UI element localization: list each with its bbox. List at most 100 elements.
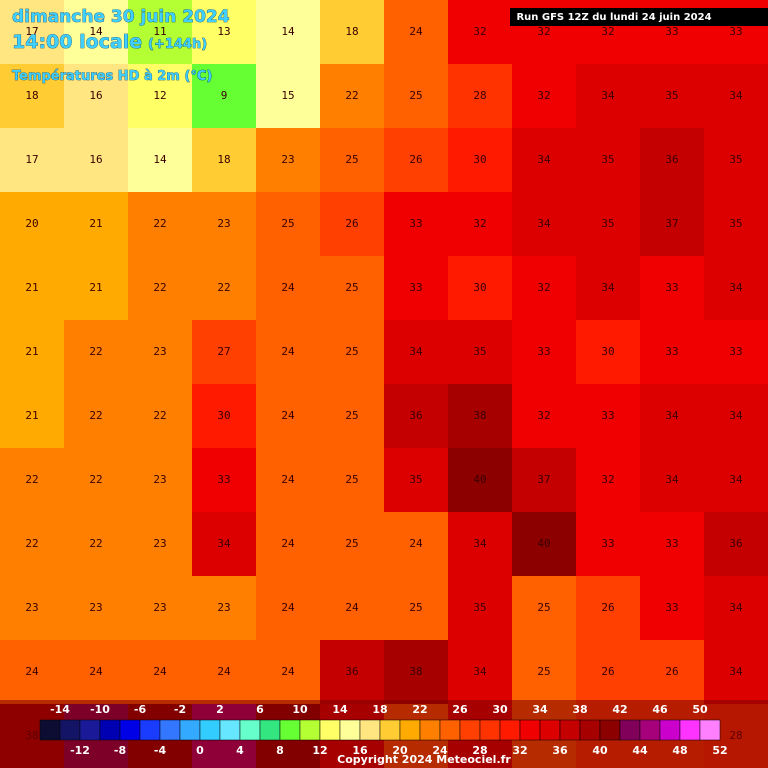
temp-cell [512,64,577,129]
temp-label: 23 [153,537,166,550]
scale-label-bottom: 12 [312,744,327,757]
temp-label: 9 [221,89,228,102]
temp-label: 34 [217,537,231,550]
scale-label-bottom: -12 [70,744,90,757]
scale-label-top: 38 [572,703,587,716]
temp-cell [320,576,385,641]
temp-label: 35 [665,89,678,102]
temp-cell [192,192,257,257]
temp-label: 14 [153,153,167,166]
scale-label-bottom: 44 [632,744,648,757]
temp-label: 25 [345,153,358,166]
temp-label: 37 [537,473,550,486]
temp-cell [192,576,257,641]
temp-label: 35 [409,473,422,486]
temp-label: 18 [25,89,38,102]
temp-label: 27 [217,345,230,358]
temp-cell [512,448,577,513]
scale-swatch [79,719,101,741]
scale-swatch [639,719,661,741]
temp-cell [384,640,449,705]
temp-cell [0,0,65,65]
temp-label: 13 [217,25,230,38]
temp-cell [384,512,449,577]
temp-label: 36 [729,537,742,550]
temp-cell [576,192,641,257]
temp-cell [256,384,321,449]
temp-label: 22 [89,537,102,550]
scale-swatch [119,719,141,741]
temp-cell [0,192,65,257]
temp-label: 25 [409,89,422,102]
scale-swatch [399,719,421,741]
scale-label-top: 26 [452,703,468,716]
temp-cell [64,448,129,513]
temp-cell [448,0,513,65]
temp-label: 33 [537,345,550,358]
temp-cell [640,64,705,129]
scale-swatch [539,719,561,741]
temp-label: 20 [25,217,38,230]
temp-label: 23 [281,153,294,166]
temp-cell [128,256,193,321]
temp-label: 32 [537,25,550,38]
temp-label: 34 [665,409,679,422]
temp-cell [448,256,513,321]
temp-label: 22 [153,281,166,294]
time-title: 14:00 locale [12,31,142,53]
scale-swatch [219,719,241,741]
temp-label: 18 [217,153,230,166]
temp-cell [576,640,641,705]
temp-label: 22 [345,89,358,102]
temp-label: 33 [409,217,422,230]
temp-label: 34 [729,473,743,486]
temp-cell [0,448,65,513]
scale-label-bottom: 16 [352,744,368,757]
scale-label-top: 22 [412,703,427,716]
field-title: Températures HD à 2m (°C) [12,69,212,84]
temp-label: 30 [473,153,486,166]
temp-label: 26 [665,665,678,678]
temp-cell [0,320,65,385]
temp-cell [448,640,513,705]
temp-label: 24 [281,601,295,614]
temp-label: 22 [89,409,102,422]
temp-label: 33 [665,25,678,38]
temp-cell [576,320,641,385]
scale-swatch [299,719,321,741]
scale-swatch [699,719,721,741]
temp-label: 33 [665,601,678,614]
temp-cell [640,640,705,705]
temp-label: 34 [473,665,487,678]
temp-cell [512,576,577,641]
temp-label: 24 [345,601,359,614]
scale-swatch [159,719,181,741]
temp-label: 34 [665,473,679,486]
lead-time: (+144h) [148,37,207,52]
temp-cell [512,384,577,449]
temp-label: 24 [281,409,295,422]
scale-swatch [99,719,121,741]
temp-cell [192,448,257,513]
temp-label: 25 [345,345,358,358]
temp-cell [320,192,385,257]
temp-cell [384,0,449,65]
temp-cell [320,320,385,385]
temp-label: 33 [729,345,742,358]
temp-cell [704,192,768,257]
temp-cell [704,320,768,385]
scale-swatch [559,719,581,741]
temp-cell [128,320,193,385]
temp-label: 24 [89,665,103,678]
temp-cell [256,256,321,321]
temp-label: 35 [729,153,742,166]
temp-label: 23 [153,473,166,486]
temp-label: 34 [729,601,743,614]
scale-swatch [59,719,81,741]
temp-label: 23 [25,601,38,614]
temp-label: 35 [473,601,486,614]
temp-cell [0,512,65,577]
temp-cell [320,256,385,321]
temp-cell [384,448,449,513]
temp-label: 32 [537,89,550,102]
